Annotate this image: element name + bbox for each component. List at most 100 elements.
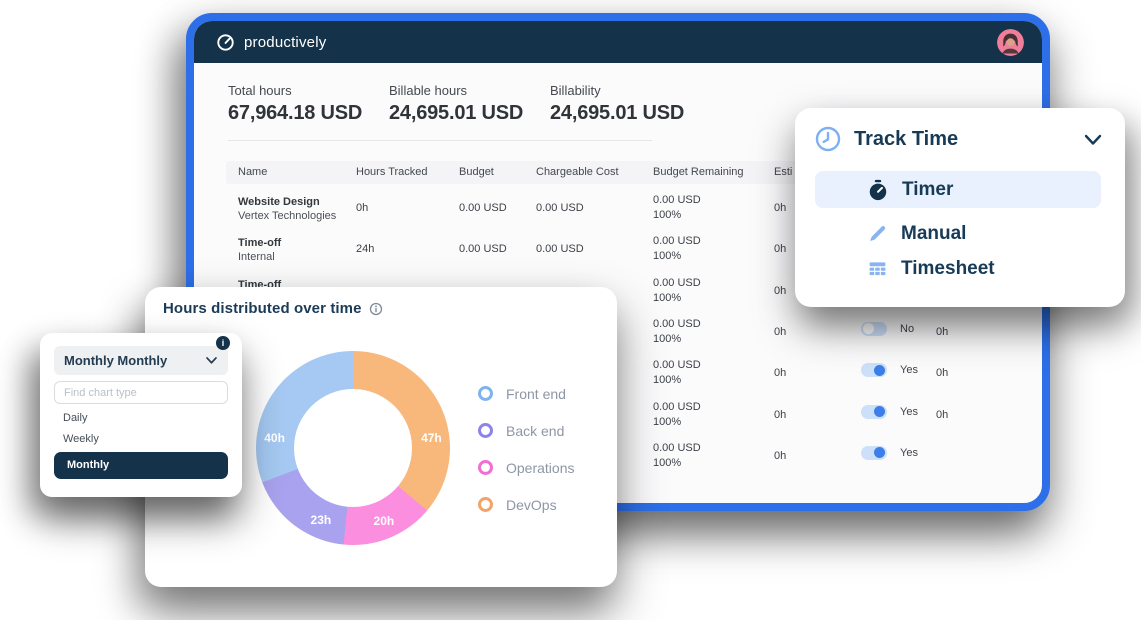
cell-budget-remaining: 0.00 USD 100% [653, 359, 701, 387]
cell-budget-remaining: 0.00 USD 100% [653, 235, 701, 263]
column-header-name: Name [238, 166, 268, 178]
chevron-down-icon[interactable] [1083, 133, 1103, 147]
legend-ring-icon [478, 460, 493, 475]
selected-value: Monthly Monthly [64, 353, 168, 368]
stat-value: 24,695.01 USD [550, 102, 685, 124]
donut-value-label: 23h [310, 513, 332, 528]
track-time-title: Track Time [854, 127, 959, 150]
track-option-label: Timesheet [901, 257, 995, 279]
legend-label: Front end [506, 385, 566, 402]
billable-toggle[interactable] [861, 445, 887, 460]
track-option-timesheet[interactable]: Timesheet [815, 250, 1101, 287]
chart-type-search-input[interactable] [54, 381, 228, 404]
cell-extra-hours: 0h [936, 408, 949, 421]
stat-value: 24,695.01 USD [389, 102, 524, 124]
stat-label: Total hours [228, 83, 292, 98]
cell-estimated: 0h [774, 408, 787, 421]
track-time-header[interactable]: Track Time [815, 126, 958, 152]
info-icon[interactable] [369, 302, 383, 316]
track-option-label: Timer [902, 178, 954, 200]
table-row: 0.00 USD 100% 0h Yes 0h [226, 354, 1032, 395]
legend-ring-icon [478, 497, 493, 512]
table-row: 0.00 USD 100% 0h Yes 0h [226, 396, 1032, 437]
hours-chart-card: Hours distributed over time 47h 20h 23h 40h… [145, 287, 617, 587]
billable-toggle[interactable] [861, 363, 887, 378]
cell-extra-hours: 0h [936, 367, 949, 380]
timesheet-grid-icon [869, 262, 886, 276]
option-daily[interactable]: Daily [63, 412, 88, 424]
user-avatar[interactable] [997, 28, 1024, 56]
cell-chargeable-cost: 0.00 USD [536, 243, 584, 256]
cell-estimated: 0h [774, 284, 787, 297]
donut-value-label: 47h [421, 431, 442, 446]
cell-budget-remaining: 0.00 USD 100% [653, 400, 701, 428]
table-row: 0.00 USD 100% 0h Yes [226, 437, 1032, 478]
legend-item-front-end[interactable]: Front end [478, 375, 574, 412]
cell-estimated: 0h [774, 449, 787, 462]
option-monthly-active[interactable]: Monthly [54, 452, 228, 479]
stat-billability: Billability 24,695.01 USD [550, 83, 684, 125]
cell-name: Website Design Vertex Technologies [238, 196, 337, 222]
chart-title: Hours distributed over time [163, 300, 362, 317]
donut-value-label: 20h [373, 513, 395, 528]
cell-estimated: 0h [774, 325, 787, 338]
column-header-estimated: Esti [774, 166, 793, 178]
column-header-chargeable-cost: Chargeable Cost [536, 166, 619, 178]
column-header-budget-remaining: Budget Remaining [653, 166, 744, 178]
legend-item-operations[interactable]: Operations [478, 449, 574, 486]
track-option-label: Manual [901, 222, 967, 244]
billable-toggle-group: No [861, 321, 915, 336]
chart-type-dropdown-card: i Monthly Monthly Daily Weekly Monthly [40, 333, 242, 497]
cell-hours-tracked: 24h [356, 243, 375, 256]
donut-hole [294, 389, 412, 507]
cell-budget-remaining: 0.00 USD 100% [653, 194, 701, 221]
stopwatch-icon [869, 179, 887, 200]
track-option-timer[interactable]: Timer [815, 171, 1101, 208]
legend-ring-icon [478, 423, 493, 438]
table-body: Website Design Vertex Technologies 0h 0.00 … [226, 189, 1032, 489]
stat-label: Billability [550, 83, 601, 98]
table-row: Website Design Vertex Technologies 0h 0.00 … [226, 189, 1032, 230]
chart-type-select[interactable]: Monthly Monthly [54, 346, 228, 375]
stat-total-hours: Total hours 67,964.18 USD [228, 83, 362, 125]
chevron-down-icon [206, 357, 217, 364]
donut-chart: 47h 20h 23h 40h [256, 351, 450, 545]
pencil-icon [870, 226, 886, 241]
cell-budget-remaining: 0.00 USD 100% [653, 317, 701, 345]
legend-item-back-end[interactable]: Back end [478, 412, 574, 449]
legend-item-devops[interactable]: DevOps [478, 486, 574, 523]
legend-label: Back end [506, 422, 565, 439]
cell-budget: 0.00 USD [459, 243, 507, 256]
avatar-photo-icon [997, 28, 1024, 56]
cell-estimated: 0h [774, 202, 787, 214]
billable-toggle[interactable] [861, 404, 887, 419]
column-header-budget: Budget [459, 166, 494, 178]
billable-toggle-group: Yes [861, 404, 918, 419]
cell-budget-remaining: 0.00 USD 100% [653, 441, 701, 469]
legend-ring-icon [478, 386, 493, 401]
billable-toggle-group: Yes [861, 363, 918, 378]
track-option-manual[interactable]: Manual [815, 215, 1101, 252]
chart-legend: Front end Back end Operations DevOps [478, 375, 574, 523]
stat-billable-hours: Billable hours 24,695.01 USD [389, 83, 523, 125]
productively-logo-icon [217, 33, 234, 51]
cell-extra-hours: 0h [936, 325, 949, 338]
cell-estimated: 0h [774, 243, 787, 256]
table-row: Time-off Internal 24h 0.00 USD 0.00 USD 0.00 … [226, 230, 1032, 271]
cell-name: Time-off Internal [238, 237, 282, 264]
billable-label: Yes [900, 364, 918, 377]
billable-toggle[interactable] [861, 321, 887, 336]
stat-value: 67,964.18 USD [228, 102, 363, 124]
billable-toggle-group: Yes [861, 445, 918, 460]
cell-budget-remaining: 0.00 USD 100% [653, 276, 701, 304]
info-badge: i [216, 336, 230, 350]
clock-icon [815, 126, 841, 152]
billable-label: Yes [900, 405, 918, 418]
donut-value-label: 40h [264, 431, 285, 446]
table-row: Time-off 0.00 USD 100% 0h [226, 272, 1032, 313]
billable-label: No [900, 322, 915, 335]
option-weekly[interactable]: Weekly [63, 433, 99, 445]
billable-label: Yes [900, 446, 918, 459]
cell-chargeable-cost: 0.00 USD [536, 202, 584, 214]
